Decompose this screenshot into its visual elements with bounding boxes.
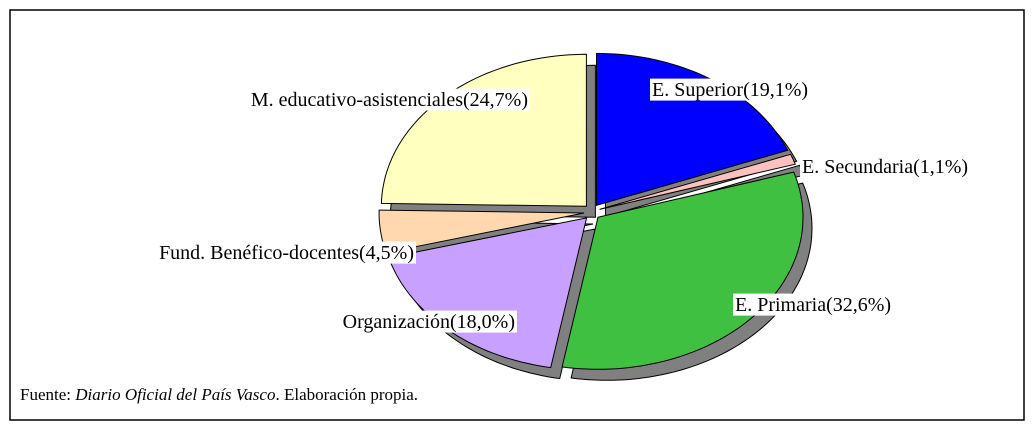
value-label: (4,5%) — [359, 242, 414, 264]
slice — [599, 153, 797, 210]
label-background — [733, 293, 894, 316]
category-label: E. Primaria — [735, 294, 826, 316]
labels: E. Superior(19,1%)E. Secundaria(1,1%)E. … — [157, 78, 971, 333]
slice-label: E. Primaria(32,6%) — [735, 294, 891, 316]
source-note: Fuente: Diario Oficial del País Vasco. E… — [20, 385, 418, 404]
value-label: (1,1%) — [913, 156, 968, 178]
source-publication: Diario Oficial del País Vasco — [74, 385, 275, 404]
label-background — [650, 78, 811, 101]
label-background — [340, 310, 517, 333]
value-label: (18,0%) — [450, 311, 515, 333]
category-label: Fund. Benéfico-docentes — [159, 242, 359, 264]
source-prefix: Fuente: — [20, 385, 75, 404]
value-label: (19,1%) — [743, 79, 808, 101]
value-label: (32,6%) — [826, 294, 891, 316]
source-suffix: . Elaboración propia. — [275, 385, 418, 404]
category-label: E. Superior — [652, 79, 743, 101]
slice-label: E. Secundaria(1,1%) — [802, 156, 968, 178]
slice-label: Organización(18,0%) — [343, 311, 515, 333]
label-background — [157, 241, 416, 264]
category-label: Organización — [343, 311, 450, 333]
slice — [561, 171, 804, 370]
category-label: E. Secundaria — [802, 156, 913, 178]
pie — [378, 52, 813, 381]
label-background — [800, 155, 971, 178]
slice-label: Fund. Benéfico-docentes(4,5%) — [159, 242, 414, 264]
label-background — [248, 88, 530, 111]
category-label: M. educativo-asistenciales — [251, 89, 463, 111]
slice-label: M. educativo-asistenciales(24,7%) — [251, 89, 528, 111]
slice-label: E. Superior(19,1%) — [652, 79, 808, 101]
value-label: (24,7%) — [463, 89, 528, 111]
